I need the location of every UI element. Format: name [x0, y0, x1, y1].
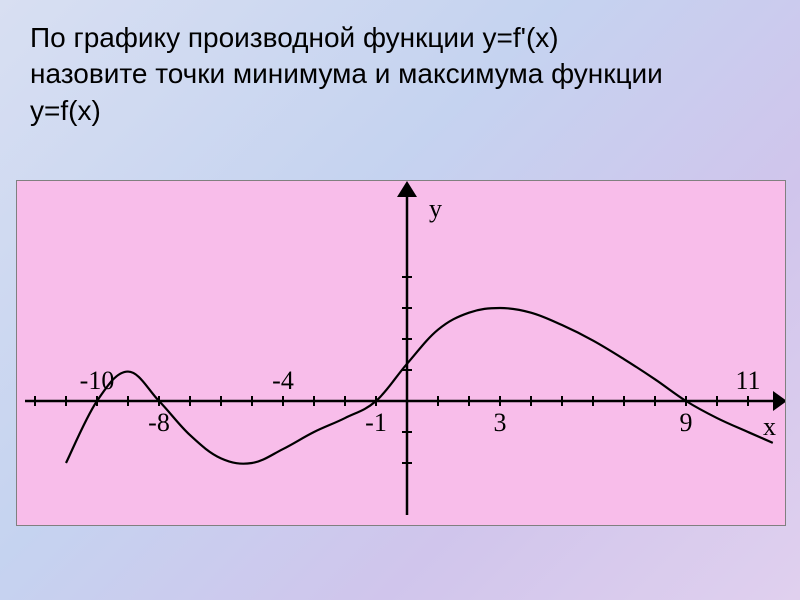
x-tick-label: 3 — [494, 408, 507, 437]
y-axis-label: y — [429, 194, 442, 223]
x-axis-label: x — [763, 412, 776, 441]
x-tick-label: -1 — [365, 408, 387, 437]
x-tick-label: -4 — [272, 366, 294, 395]
title-line-2: назовите точки минимума и максимума функ… — [30, 58, 663, 89]
x-tick-label: -8 — [148, 408, 170, 437]
title-line-3: y=f(x) — [30, 95, 101, 126]
x-tick-label: -10 — [80, 366, 115, 395]
derivative-chart: y x -10 -8 -4 -1 3 9 11 — [16, 180, 786, 526]
x-tick-label: 11 — [735, 366, 760, 395]
x-tick-label: 9 — [680, 408, 693, 437]
chart-svg: y x -10 -8 -4 -1 3 9 11 — [17, 181, 785, 525]
page-title: По графику производной функции y=f'(x) н… — [30, 20, 770, 129]
title-line-1: По графику производной функции y=f'(x) — [30, 22, 559, 53]
